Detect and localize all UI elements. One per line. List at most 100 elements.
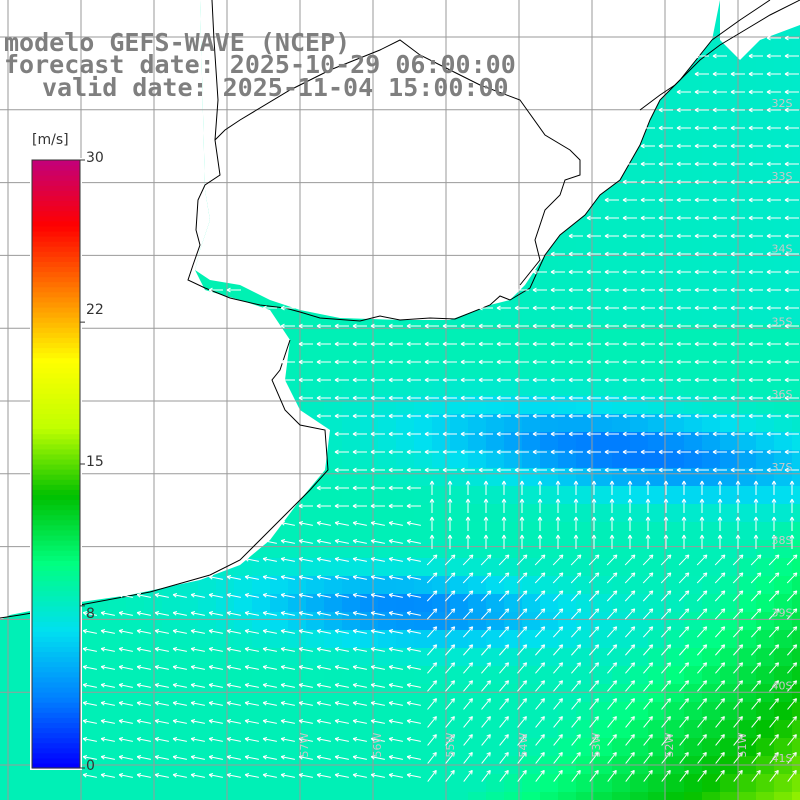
land-mask — [0, 0, 800, 620]
wind-arrow — [604, 395, 619, 401]
wind-speed-cell — [702, 216, 720, 234]
wind-speed-cell — [630, 576, 648, 594]
wind-arrow — [460, 323, 475, 329]
wind-arrow — [786, 608, 798, 620]
wind-speed-cell — [450, 468, 468, 486]
wind-speed-cell — [720, 576, 738, 594]
wind-arrow — [463, 770, 473, 782]
wind-speed-cell — [396, 594, 414, 612]
wind-arrow — [694, 71, 709, 77]
wind-arrow — [640, 215, 655, 221]
wind-arrow — [499, 734, 509, 746]
lat-label: 41S — [772, 752, 793, 765]
wind-arrow — [517, 698, 527, 710]
wind-speed-cell — [702, 702, 720, 720]
wind-arrow — [552, 554, 564, 566]
wind-speed-cell — [684, 306, 702, 324]
wind-arrow — [496, 395, 511, 401]
wind-arrow — [643, 662, 654, 674]
wind-speed-cell — [522, 450, 540, 468]
wind-arrow — [784, 323, 799, 329]
wind-arrow — [786, 554, 798, 566]
wind-speed-cell — [558, 792, 576, 800]
wind-speed-cell — [324, 522, 342, 540]
wind-arrow — [766, 287, 781, 293]
wind-speed-cell — [324, 774, 342, 792]
wind-speed-cell — [612, 306, 630, 324]
wind-speed-cell — [234, 666, 252, 684]
wind-arrow — [586, 287, 601, 293]
wind-speed-cell — [612, 270, 630, 288]
wind-arrow — [226, 682, 241, 688]
wind-arrow — [424, 359, 439, 365]
wind-arrow — [190, 592, 205, 598]
wind-speed-cell — [468, 684, 486, 702]
wind-arrow — [643, 752, 653, 764]
wind-speed-cell — [738, 180, 756, 198]
wind-arrow — [712, 107, 727, 113]
wind-arrow — [136, 592, 151, 598]
wind-arrow — [771, 534, 777, 549]
wind-speed-cell — [216, 666, 234, 684]
wind-arrow — [789, 516, 795, 531]
wind-arrow — [298, 341, 313, 347]
wind-arrow — [190, 772, 205, 778]
wind-speed-cell — [342, 414, 360, 432]
lon-label: 56W — [371, 732, 384, 757]
wind-arrow — [172, 682, 187, 688]
wind-speed-cell — [90, 720, 108, 738]
wind-speed-cell — [342, 738, 360, 756]
wind-arrow — [658, 341, 673, 347]
wind-arrow — [784, 71, 799, 77]
wind-arrow — [588, 590, 600, 602]
wind-arrow — [640, 377, 655, 383]
wind-arrow — [640, 233, 655, 239]
wind-speed-cell — [270, 774, 288, 792]
wind-speed-cell — [468, 414, 486, 432]
wind-arrow — [352, 359, 367, 365]
wind-arrow — [550, 323, 565, 329]
wind-speed-cell — [234, 612, 252, 630]
wind-arrow — [262, 538, 277, 544]
wind-arrow — [748, 143, 763, 149]
wind-speed-cell — [774, 378, 792, 396]
wind-speed-cell — [0, 648, 18, 666]
wind-arrow — [604, 305, 619, 311]
wind-arrow — [604, 341, 619, 347]
wind-arrow — [316, 610, 331, 616]
wind-speed-cell — [666, 288, 684, 306]
wind-arrow — [424, 377, 439, 383]
wind-arrow — [568, 413, 583, 419]
wind-speed-cell — [738, 216, 756, 234]
wind-speed-cell — [396, 720, 414, 738]
wind-speed-cell — [558, 450, 576, 468]
wind-speed-cell — [378, 432, 396, 450]
wind-arrow — [697, 716, 707, 728]
wind-speed-cell — [684, 666, 702, 684]
wind-arrow — [406, 700, 421, 706]
wind-arrow — [748, 233, 763, 239]
wind-speed-cell — [756, 216, 774, 234]
wind-speed-cell — [558, 702, 576, 720]
wind-arrow — [244, 682, 259, 688]
wind-speed-cell — [126, 684, 144, 702]
wind-speed-cell — [414, 360, 432, 378]
wind-speed-cell — [504, 630, 522, 648]
wind-speed-cell — [324, 468, 342, 486]
wind-speed-cell — [792, 468, 800, 486]
wind-speed-cell — [648, 666, 666, 684]
wind-speed-cell — [468, 396, 486, 414]
wind-arrow — [771, 498, 777, 513]
wind-speed-cell — [450, 594, 468, 612]
wind-arrow — [568, 269, 583, 275]
wind-arrow — [537, 498, 543, 513]
lon-label: 52W — [663, 732, 676, 757]
wind-speed-cell — [432, 504, 450, 522]
wind-arrow — [784, 53, 799, 59]
wind-arrow — [370, 467, 385, 473]
wind-arrow — [262, 556, 277, 562]
wind-arrow — [766, 89, 781, 95]
wind-arrow — [640, 269, 655, 275]
wind-arrow — [496, 431, 511, 437]
wind-speed-cell — [126, 738, 144, 756]
